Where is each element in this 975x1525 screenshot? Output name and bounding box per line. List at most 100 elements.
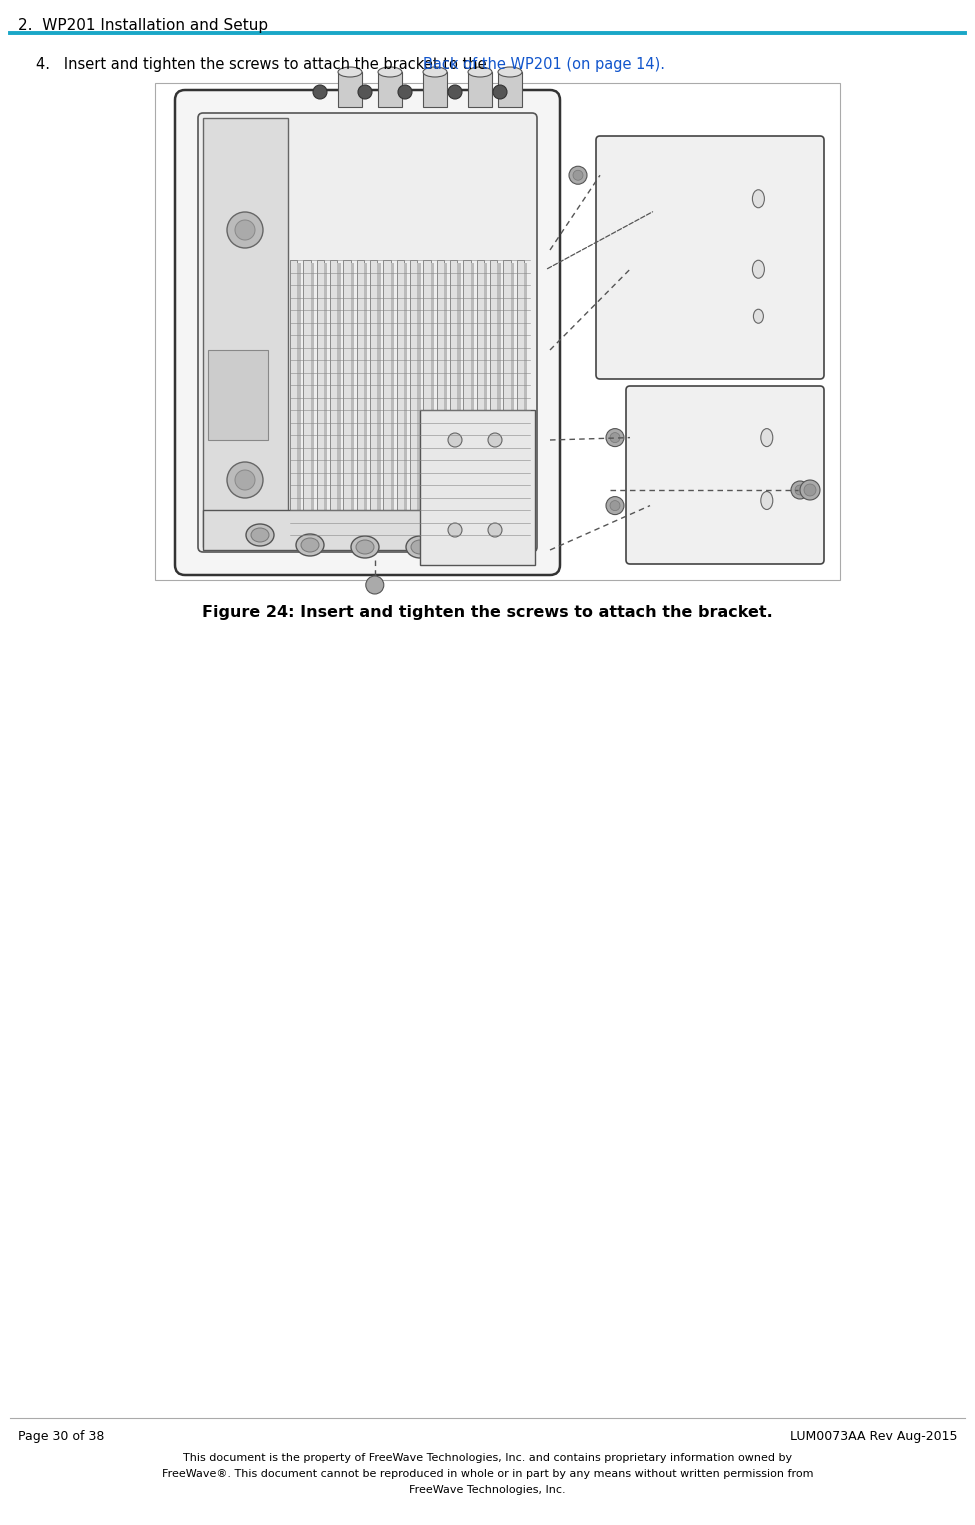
Ellipse shape [378,67,402,76]
Bar [468,72,492,107]
Bar [477,259,484,535]
Circle shape [398,85,412,99]
Bar [498,72,522,107]
Ellipse shape [760,429,773,447]
Bar [410,259,417,535]
Bar [378,72,402,107]
Ellipse shape [468,67,492,76]
Bar [383,259,391,535]
Circle shape [800,480,820,500]
Ellipse shape [251,528,269,541]
Bar [311,262,314,535]
Circle shape [610,433,620,442]
Bar [351,262,354,535]
Ellipse shape [754,310,763,323]
Ellipse shape [246,525,274,546]
Circle shape [448,433,462,447]
Circle shape [606,429,624,447]
Bar [343,259,351,535]
Circle shape [235,470,255,490]
Bar [364,262,368,535]
Bar [524,262,527,535]
Text: Page 30 of 38: Page 30 of 38 [18,1430,104,1443]
Bar [423,259,431,535]
Ellipse shape [753,261,764,278]
Bar [203,509,532,551]
Bar [303,259,311,535]
Bar [503,259,511,535]
Bar [338,72,362,107]
Bar [290,259,297,535]
Bar [391,262,394,535]
Text: 4.   Insert and tighten the screws to attach the bracket to the: 4. Insert and tighten the screws to atta… [36,56,491,72]
Circle shape [448,523,462,537]
Text: FreeWave Technologies, Inc.: FreeWave Technologies, Inc. [410,1485,566,1494]
FancyBboxPatch shape [198,113,537,552]
Circle shape [227,462,263,499]
Circle shape [488,523,502,537]
Bar [457,262,460,535]
Text: LUM0073AA Rev Aug-2015: LUM0073AA Rev Aug-2015 [790,1430,957,1443]
Bar [357,259,364,535]
Ellipse shape [498,67,522,76]
Text: FreeWave®. This document cannot be reproduced in whole or in part by any means w: FreeWave®. This document cannot be repro… [162,1469,813,1479]
Bar [404,262,408,535]
Bar [155,82,840,580]
FancyBboxPatch shape [626,386,824,564]
Bar [511,262,514,535]
Ellipse shape [406,535,434,558]
Bar [420,410,535,564]
Bar [417,262,420,535]
Ellipse shape [760,491,773,509]
Circle shape [448,85,462,99]
Bar [463,259,471,535]
Bar [297,262,300,535]
Bar [471,262,474,535]
Text: Figure 24: Insert and tighten the screws to attach the bracket.: Figure 24: Insert and tighten the screws… [202,605,773,621]
Circle shape [488,433,502,447]
Text: This document is the property of FreeWave Technologies, Inc. and contains propri: This document is the property of FreeWav… [183,1453,792,1462]
Ellipse shape [411,540,429,554]
Circle shape [235,220,255,239]
Bar [203,117,288,547]
Bar [497,262,501,535]
Ellipse shape [423,67,447,76]
Circle shape [791,480,809,499]
Circle shape [610,500,620,511]
Bar [324,262,328,535]
Ellipse shape [461,534,489,557]
FancyBboxPatch shape [596,136,824,380]
Text: 2.  WP201 Installation and Setup: 2. WP201 Installation and Setup [18,18,268,34]
Circle shape [573,171,583,180]
Circle shape [493,85,507,99]
Circle shape [569,166,587,185]
Ellipse shape [466,538,484,552]
Ellipse shape [301,538,319,552]
Bar [377,262,380,535]
Bar [484,262,488,535]
Bar [330,259,337,535]
Bar [317,259,324,535]
Circle shape [804,483,816,496]
Ellipse shape [351,535,379,558]
Circle shape [358,85,372,99]
Bar [490,259,497,535]
FancyBboxPatch shape [175,90,560,575]
Ellipse shape [356,540,374,554]
Bar [423,72,447,107]
Bar [517,259,524,535]
Circle shape [227,212,263,249]
Bar [337,262,340,535]
Bar [431,262,434,535]
Circle shape [313,85,327,99]
Circle shape [795,485,805,496]
Bar [208,351,268,441]
Ellipse shape [338,67,362,76]
Ellipse shape [753,189,764,207]
Bar [450,259,457,535]
Text: Back of the WP201 (on page 14).: Back of the WP201 (on page 14). [423,56,665,72]
Circle shape [606,497,624,514]
Ellipse shape [296,534,324,557]
Bar [370,259,377,535]
Bar [437,259,444,535]
